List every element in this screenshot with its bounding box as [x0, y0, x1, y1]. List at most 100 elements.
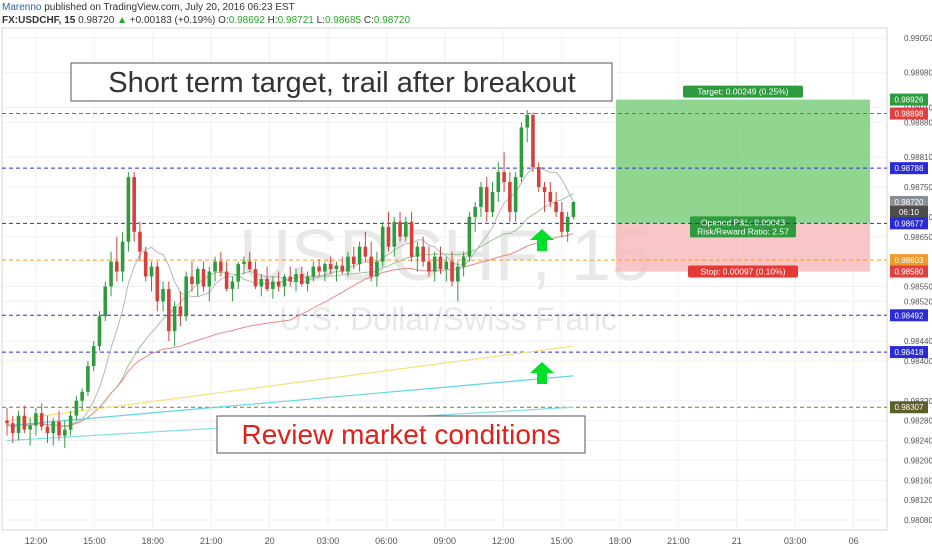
- arrow-up-icon: [530, 229, 554, 251]
- candle-up: [323, 264, 327, 272]
- time-tick-label: 15:00: [83, 536, 106, 546]
- candle-up: [97, 316, 102, 347]
- candle-up: [68, 415, 73, 430]
- change-up-icon: ▲: [117, 15, 127, 26]
- price-tick-label: 0.98120: [904, 496, 932, 505]
- candle-down: [536, 167, 541, 188]
- candlesticks: [5, 110, 576, 448]
- candle-up: [86, 365, 90, 392]
- long-moving-average-line: [6, 345, 574, 422]
- candle-down: [548, 192, 553, 202]
- candle-down: [247, 261, 252, 270]
- time-tick-label: 12:00: [492, 536, 515, 546]
- candle-up: [74, 400, 79, 416]
- price-tag-bg: [890, 254, 928, 267]
- target-label: Target: 0.00249 (0.25%): [697, 87, 788, 97]
- author-name[interactable]: Marenno: [2, 2, 42, 13]
- price-tick-label: 0.98280: [904, 417, 932, 426]
- time-tick-label: 12:00: [25, 536, 48, 546]
- candle-up: [271, 281, 275, 289]
- candle-down: [178, 306, 183, 317]
- price-tick-label: 0.98080: [904, 516, 932, 525]
- candle-up: [120, 241, 125, 272]
- candle-down: [421, 246, 425, 262]
- candle-up: [230, 281, 235, 289]
- price-tick-label: 0.98980: [904, 69, 932, 78]
- candle-down: [115, 261, 119, 272]
- time-axis[interactable]: 12:00 15:00 18:00 21:00 20 03:00 06:00 09:00 12:…: [25, 536, 859, 546]
- candle-up: [456, 266, 460, 282]
- candle-up: [392, 221, 397, 247]
- time-tick-label: 03:00: [784, 536, 807, 546]
- open-value: 0.98692: [228, 15, 265, 26]
- price-tick-label: 0.98160: [904, 476, 932, 485]
- time-tick-label: 09:00: [434, 536, 457, 546]
- candle-down: [276, 281, 281, 287]
- candle-up: [109, 261, 113, 287]
- close-label: C:: [363, 15, 374, 26]
- time-tick-label: 15:00: [550, 536, 573, 546]
- price-tag: 0.98603: [895, 256, 924, 265]
- candle-down: [253, 269, 258, 287]
- price-tag: 0.98677: [895, 219, 924, 228]
- moving-average-line: [6, 233, 574, 429]
- price-tag-bg: [890, 401, 928, 414]
- candle-down: [531, 114, 535, 168]
- candle-down: [542, 187, 547, 193]
- candle-down: [352, 256, 356, 265]
- price-tick-label: 0.98400: [904, 357, 932, 366]
- target-zone: [616, 99, 870, 224]
- candle-up: [513, 177, 518, 212]
- candle-up: [242, 261, 246, 265]
- candle-down: [369, 256, 373, 277]
- candle-down: [143, 251, 148, 277]
- candle-up: [380, 226, 385, 262]
- candle-up: [496, 172, 501, 193]
- candle-up: [525, 114, 529, 128]
- candle-up: [80, 391, 84, 401]
- candle-down: [190, 276, 194, 284]
- candle-down: [363, 246, 368, 257]
- price-tick-label: 0.98750: [904, 183, 932, 192]
- candle-down: [438, 256, 443, 270]
- price-tag: 0.98492: [895, 311, 924, 320]
- position-tool[interactable]: Target: 0.00249 (0.25%) Opened P&L: 0.000…: [616, 85, 870, 278]
- candle-up: [490, 192, 495, 212]
- chart-header: Marenno published on TradingView.com, Ju…: [0, 0, 932, 28]
- candle-up: [311, 266, 316, 277]
- candle-up: [571, 201, 576, 217]
- candle-up: [404, 221, 408, 237]
- candle-down: [10, 423, 15, 434]
- price-tag-bg: [890, 265, 928, 278]
- candle-up: [565, 216, 570, 232]
- time-tick-label: 20: [265, 536, 275, 546]
- candle-up: [34, 413, 38, 426]
- pnl-label: Opened P&L: 0.00043: [701, 217, 785, 227]
- ohlc-line: FX:USDCHF, 15 0.98720 ▲ +0.00183 (+0.19%…: [2, 14, 410, 27]
- candle-down: [317, 266, 321, 272]
- arrow-markers: [530, 229, 554, 384]
- candle-down: [132, 177, 136, 232]
- candle-up: [444, 261, 449, 270]
- bottom-note-box[interactable]: [216, 415, 586, 454]
- time-tick-label: 06: [849, 536, 859, 546]
- top-note-box[interactable]: [70, 62, 613, 102]
- stop-label-bg: [688, 265, 798, 278]
- price-tag: 0.98720: [895, 198, 924, 207]
- candle-up: [467, 216, 472, 257]
- candle-down: [340, 265, 345, 272]
- time-tick-label: 18:00: [142, 536, 165, 546]
- open-label: O:: [218, 15, 229, 26]
- price-tick-label: 0.98810: [904, 153, 932, 162]
- publish-line: Marenno published on TradingView.com, Ju…: [2, 1, 295, 14]
- candle-down: [219, 261, 223, 272]
- candle-up: [172, 306, 177, 332]
- pnl-label-bg: [690, 216, 796, 238]
- candle-up: [91, 346, 96, 366]
- price-tag: 0.98898: [895, 109, 924, 118]
- price-tick-label: 0.98240: [904, 437, 932, 446]
- candle-down: [288, 276, 293, 282]
- candle-up: [479, 187, 483, 207]
